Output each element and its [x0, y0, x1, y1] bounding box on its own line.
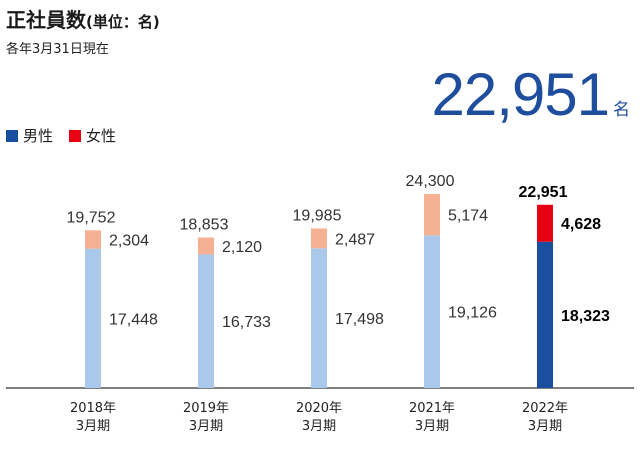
legend-label-female: 女性 [86, 127, 117, 145]
female-label-3: 5,174 [448, 208, 488, 225]
total-label-1: 18,853 [180, 216, 229, 233]
bar-female-3 [424, 194, 440, 236]
x-tick-label-0-0: 2018年 [70, 401, 116, 416]
x-tick-label-0-1: 3月期 [76, 419, 110, 434]
female-label-2: 2,487 [335, 231, 375, 248]
chart-title: 正社員数(単位：名) [6, 4, 160, 33]
female-label-1: 2,120 [222, 239, 262, 256]
legend-label-male: 男性 [23, 127, 54, 145]
bar-male-3 [424, 235, 440, 388]
x-tick-label-2-1: 3月期 [302, 419, 336, 434]
total-label-0: 19,752 [67, 209, 116, 226]
x-tick-label-4-1: 3月期 [528, 419, 562, 434]
total-count: 22,951 名 [431, 60, 630, 129]
x-tick-label-2-0: 2020年 [296, 401, 342, 416]
x-tick-label-1-0: 2019年 [183, 401, 229, 416]
female-label-0: 2,304 [109, 233, 149, 250]
male-label-1: 16,733 [222, 314, 271, 331]
bar-male-0 [85, 248, 101, 388]
bar-female-2 [311, 228, 327, 249]
female-label-4: 4,628 [561, 216, 601, 233]
x-tick-label-3-0: 2021年 [409, 401, 455, 416]
total-label-4: 22,951 [519, 184, 568, 201]
title-text: 正社員数 [6, 8, 86, 32]
x-tick-label-4-0: 2022年 [522, 401, 568, 416]
bar-female-4 [537, 204, 553, 242]
legend-item-male: 男性 [6, 125, 53, 146]
bar-female-0 [85, 230, 101, 249]
bar-male-1 [198, 254, 214, 388]
chart-subtitle: 各年3月31日現在 [6, 42, 109, 57]
total-label-2: 19,985 [293, 207, 342, 224]
bar-female-1 [198, 237, 214, 255]
bar-male-2 [311, 248, 327, 388]
title-unit: (単位：名) [86, 13, 160, 31]
male-label-2: 17,498 [335, 311, 384, 328]
legend-item-female: 女性 [69, 125, 116, 146]
male-label-0: 17,448 [109, 311, 158, 328]
legend-swatch-male [6, 129, 18, 142]
male-label-4: 18,323 [561, 308, 610, 325]
total-value: 22,951 [431, 61, 610, 128]
bar-male-4 [537, 241, 553, 388]
legend: 男性 女性 [6, 125, 132, 146]
total-label-3: 24,300 [406, 173, 455, 190]
total-suffix: 名 [613, 100, 630, 120]
x-tick-label-1-1: 3月期 [189, 419, 223, 434]
male-label-3: 19,126 [448, 305, 497, 322]
legend-swatch-female [69, 129, 82, 142]
x-tick-label-3-1: 3月期 [415, 419, 449, 434]
